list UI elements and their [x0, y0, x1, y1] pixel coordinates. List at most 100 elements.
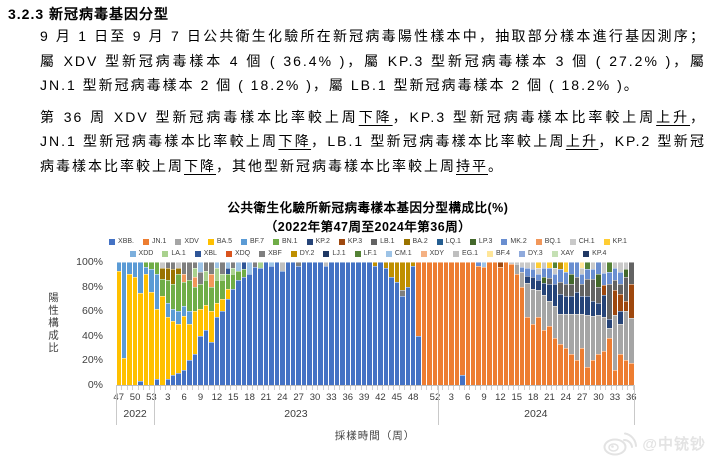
bar	[318, 262, 323, 385]
bar-segment	[209, 262, 214, 275]
category-tick	[371, 386, 377, 390]
bar-segment	[383, 268, 389, 385]
bar	[509, 262, 514, 385]
x-tick-label: 27	[293, 392, 304, 403]
bar-segment	[601, 273, 607, 286]
bar	[503, 262, 509, 385]
body-paragraph-2: 第 36 周 XDV 型新冠病毒樣本比率較上周下降，KP.3 型新冠病毒樣本比率…	[40, 105, 706, 179]
bar	[372, 262, 378, 385]
bar	[312, 262, 318, 385]
bar-segment	[263, 262, 269, 385]
bar-segment	[607, 318, 612, 329]
legend-label: XDV	[184, 238, 199, 245]
legend-swatch	[109, 238, 116, 245]
bar-segment	[198, 262, 203, 272]
bar-segment	[334, 262, 340, 385]
bar-segment	[323, 262, 329, 266]
category-tick	[518, 386, 523, 390]
category-tick	[159, 386, 165, 390]
bar-segment	[460, 262, 465, 376]
category-tick	[387, 386, 393, 390]
bar-segment	[356, 262, 361, 385]
bar	[470, 262, 476, 385]
bar	[241, 262, 247, 385]
bar-segment	[285, 262, 290, 385]
bar-segment	[269, 262, 274, 266]
bar-segment	[171, 284, 176, 309]
bar-segment	[525, 275, 530, 283]
bar-segment	[252, 262, 258, 267]
category-tick	[148, 386, 154, 390]
bar-segment	[252, 266, 258, 385]
bar-segment	[525, 262, 530, 269]
bar	[536, 262, 541, 385]
bar	[563, 262, 569, 385]
bar	[192, 262, 198, 385]
legend-swatch	[420, 250, 427, 257]
category-tick	[366, 386, 371, 390]
bar	[596, 262, 601, 385]
bar-segment	[231, 289, 236, 385]
category-tick	[469, 386, 474, 390]
bar-segment	[590, 360, 596, 385]
x-tick-label: 3	[165, 392, 171, 403]
category-tick	[507, 386, 513, 390]
bar-segment	[258, 268, 263, 385]
category-tick	[311, 386, 317, 390]
bar	[520, 262, 525, 385]
bar-segment	[209, 274, 214, 287]
bar	[285, 262, 290, 385]
legend-label: BF.7	[250, 238, 265, 245]
bar-segment	[590, 269, 596, 280]
bar	[410, 262, 416, 385]
x-tick-label: 6	[465, 392, 471, 403]
bar	[345, 262, 350, 385]
legend-item: DY.3	[519, 250, 543, 257]
bar-segment	[192, 286, 198, 312]
category-tick	[322, 386, 328, 390]
category-tick	[279, 386, 284, 390]
bar-segment	[187, 262, 192, 281]
bar-segment	[247, 262, 252, 275]
bar	[203, 262, 209, 385]
legend-item: LA.1	[162, 250, 186, 257]
bar-segment	[618, 311, 623, 324]
bar	[225, 262, 231, 385]
legend-label: KP.2	[315, 238, 330, 245]
bar-segment	[372, 262, 378, 266]
bar-segment	[203, 280, 209, 306]
bar-segment	[547, 325, 552, 385]
category-tick	[409, 386, 415, 390]
bar-segment	[498, 262, 503, 267]
bar	[296, 262, 301, 385]
bar	[514, 262, 520, 385]
legend-label: BQ.1	[544, 238, 561, 245]
year-label: 2022	[123, 408, 147, 420]
bar-segment	[176, 311, 181, 324]
bar-segment	[623, 301, 629, 312]
legend-label: DY.3	[528, 250, 543, 257]
bar-segment	[454, 262, 460, 385]
bar-segment	[487, 262, 492, 385]
x-tick-label: 52	[429, 392, 441, 403]
bar-segment	[187, 311, 192, 324]
bar-segment	[220, 298, 225, 312]
category-tick	[268, 386, 273, 390]
bar	[127, 262, 132, 385]
bar	[394, 262, 400, 385]
legend-swatch	[603, 238, 610, 245]
category-tick	[175, 386, 181, 390]
legend-label: LB.1	[380, 238, 395, 245]
bar-segment	[629, 317, 634, 363]
bar	[350, 262, 356, 385]
bar-segment	[530, 269, 536, 277]
x-tick-label: 9	[481, 392, 487, 403]
category-tick	[197, 386, 203, 390]
bar-segment	[563, 296, 569, 314]
legend-swatch	[385, 250, 392, 257]
x-tick-label: 42	[375, 392, 386, 403]
bar-segment	[149, 291, 154, 385]
bar	[171, 262, 176, 385]
bar-segment	[214, 302, 220, 318]
bar-segment	[585, 314, 590, 367]
